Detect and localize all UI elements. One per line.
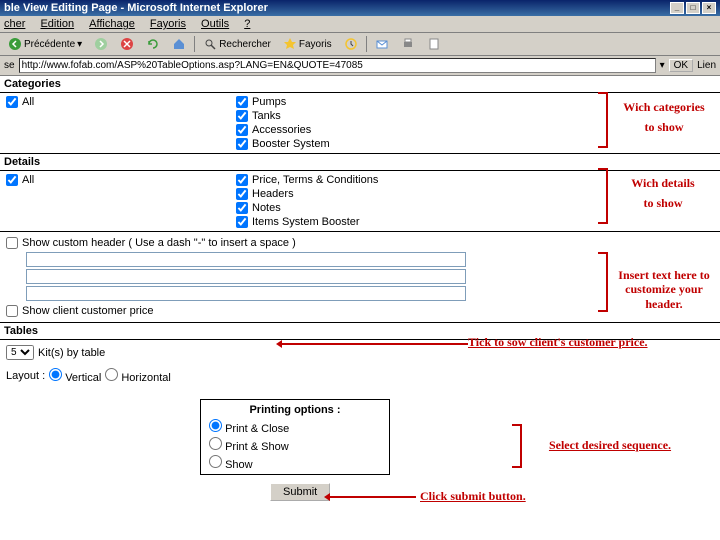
- layout-row: Layout : Vertical Horizontal: [6, 367, 714, 385]
- close-button[interactable]: ×: [702, 2, 716, 14]
- window-title: ble View Editing Page - Microsoft Intern…: [4, 2, 268, 14]
- history-icon: [344, 37, 358, 51]
- categories-body: All Pumps Tanks Accessories Booster Syst…: [0, 93, 720, 154]
- dropdown-icon[interactable]: ▾: [660, 60, 665, 71]
- details-bracket: [598, 168, 608, 224]
- home-button[interactable]: [168, 35, 190, 53]
- go-button[interactable]: OK: [669, 59, 693, 72]
- back-icon: [8, 37, 22, 51]
- home-icon: [172, 37, 186, 51]
- mail-button[interactable]: [371, 35, 393, 53]
- layout-vertical[interactable]: Vertical: [49, 368, 101, 384]
- header-annotation: Insert text here to customize your heade…: [614, 268, 714, 311]
- categories-all[interactable]: All: [6, 95, 236, 109]
- custom-header-input-2[interactable]: [26, 269, 466, 284]
- edit-icon: [427, 37, 441, 51]
- favorites-button[interactable]: Fayoris: [279, 35, 336, 53]
- toolbar-separator: [366, 36, 367, 52]
- address-label: se: [4, 60, 15, 71]
- menu-view[interactable]: Affichage: [89, 18, 135, 30]
- refresh-icon: [146, 37, 160, 51]
- star-icon: [283, 37, 297, 51]
- history-button[interactable]: [340, 35, 362, 53]
- links-label[interactable]: Lien: [697, 60, 716, 71]
- menu-favorites[interactable]: Fayoris: [150, 18, 186, 30]
- printing-options: Printing options : Print & Close Print &…: [200, 399, 390, 475]
- page-content: Categories All Pumps Tanks Accessories B…: [0, 76, 720, 536]
- categories-all-checkbox[interactable]: [6, 96, 18, 108]
- details-body: All Price, Terms & Conditions Headers No…: [0, 171, 720, 232]
- submit-arrow: [326, 496, 416, 498]
- menu-bar: cher Edition Affichage Fayoris Outils ?: [0, 16, 720, 33]
- search-label: Rechercher: [219, 39, 271, 50]
- price-annotation: Tick to sow client's customer price.: [468, 335, 698, 349]
- print-close-option[interactable]: Print & Close: [209, 423, 289, 435]
- favorites-label: Fayoris: [299, 39, 332, 50]
- maximize-button[interactable]: □: [686, 2, 700, 14]
- address-bar: se ▾ OK Lien: [0, 56, 720, 76]
- show-option[interactable]: Show: [209, 459, 253, 471]
- custom-header-input-3[interactable]: [26, 286, 466, 301]
- refresh-button[interactable]: [142, 35, 164, 53]
- sequence-bracket: [512, 424, 522, 468]
- custom-header-toggle[interactable]: Show custom header ( Use a dash "-" to i…: [6, 236, 714, 250]
- stop-button[interactable]: [116, 35, 138, 53]
- address-input[interactable]: [19, 58, 656, 73]
- forward-icon: [94, 37, 108, 51]
- mail-icon: [375, 37, 389, 51]
- price-arrow: [278, 343, 468, 345]
- minimize-button[interactable]: _: [670, 2, 684, 14]
- custom-header-section: Show custom header ( Use a dash "-" to i…: [0, 232, 720, 323]
- print-button[interactable]: [397, 35, 419, 53]
- print-show-option[interactable]: Print & Show: [209, 441, 289, 453]
- search-button[interactable]: Rechercher: [199, 35, 275, 53]
- category-item[interactable]: Booster System: [236, 137, 714, 151]
- header-bracket: [598, 252, 608, 312]
- window-controls: _ □ ×: [670, 2, 716, 14]
- toolbar-separator: [194, 36, 195, 52]
- menu-tools[interactable]: Outils: [201, 18, 229, 30]
- edit-button[interactable]: [423, 35, 445, 53]
- layout-horizontal[interactable]: Horizontal: [105, 368, 171, 384]
- stop-icon: [120, 37, 134, 51]
- kits-select[interactable]: 5: [6, 345, 34, 360]
- printing-title: Printing options :: [203, 402, 387, 418]
- kits-label: Kit(s) by table: [38, 347, 105, 359]
- menu-file[interactable]: cher: [4, 18, 25, 30]
- sequence-annotation: Select desired sequence.: [530, 438, 690, 452]
- menu-help[interactable]: ?: [244, 18, 250, 30]
- back-label: Précédente: [24, 39, 75, 50]
- details-all-checkbox[interactable]: [6, 174, 18, 186]
- window-titlebar: ble View Editing Page - Microsoft Intern…: [0, 0, 720, 16]
- print-icon: [401, 37, 415, 51]
- details-all[interactable]: All: [6, 173, 236, 187]
- custom-header-input-1[interactable]: [26, 252, 466, 267]
- forward-button[interactable]: [90, 35, 112, 53]
- search-icon: [203, 37, 217, 51]
- categories-annotation: Wich categories to show: [614, 100, 714, 135]
- back-button[interactable]: Précédente ▾: [4, 35, 86, 53]
- categories-bracket: [598, 92, 608, 148]
- menu-edit[interactable]: Edition: [40, 18, 74, 30]
- dropdown-icon: ▾: [77, 39, 82, 50]
- detail-item[interactable]: Items System Booster: [236, 215, 714, 229]
- categories-header: Categories: [0, 76, 720, 93]
- details-annotation: Wich details to show: [618, 176, 708, 211]
- submit-annotation: Click submit button.: [420, 489, 570, 503]
- toolbar: Précédente ▾ Rechercher Fayoris: [0, 33, 720, 56]
- details-header: Details: [0, 154, 720, 171]
